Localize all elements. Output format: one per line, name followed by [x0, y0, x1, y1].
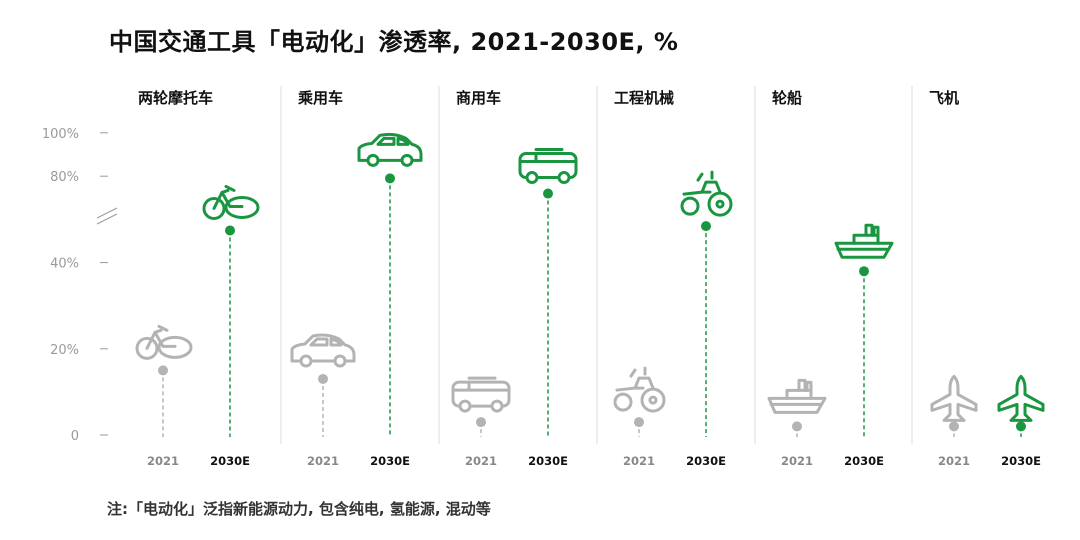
data-point [792, 421, 802, 432]
tractor-icon [680, 170, 733, 217]
x-tick-label: 2021 [147, 454, 179, 468]
category-column: 两轮摩托车 2021 2030E [135, 89, 260, 468]
footnote: 注:「电动化」泛指新能源动力, 包含纯电, 氢能源, 混动等 [107, 500, 491, 518]
data-point [634, 417, 644, 428]
y-tick-label: 80% [50, 170, 79, 185]
y-tick-label: 20% [50, 343, 79, 358]
data-point [476, 417, 486, 428]
x-tick-label: 2030E [844, 454, 884, 468]
data-point [385, 173, 395, 184]
bus-icon [451, 376, 511, 413]
motorcycle-icon [135, 324, 193, 360]
data-point [225, 225, 235, 236]
category-label: 商用车 [456, 89, 501, 107]
chart-title: 中国交通工具「电动化」渗透率, 2021-2030E, % [109, 28, 679, 56]
category-column: 工程机械 2021 2030E [596, 86, 733, 468]
axis-break-line [96, 207, 118, 219]
data-point [318, 373, 328, 384]
ship-icon [767, 378, 827, 414]
ship-icon [834, 223, 894, 259]
category-label: 乘用车 [297, 89, 343, 107]
motorcycle-icon [202, 184, 260, 220]
category-label: 轮船 [772, 89, 802, 107]
category-label: 工程机械 [614, 89, 674, 107]
category-column: 乘用车 2021 2030E [280, 86, 423, 468]
data-point [701, 221, 711, 232]
car-icon [290, 333, 356, 368]
x-tick-label: 2021 [307, 454, 339, 468]
y-tick-label: 100% [42, 127, 79, 142]
x-tick-label: 2021 [781, 454, 813, 468]
bus-icon [518, 148, 578, 185]
x-tick-label: 2021 [623, 454, 655, 468]
data-point [158, 365, 168, 376]
x-tick-label: 2030E [370, 454, 410, 468]
x-tick-label: 2030E [210, 454, 250, 468]
axis-break-mark [96, 207, 118, 225]
category-label: 飞机 [929, 89, 959, 107]
plane-icon [930, 374, 978, 422]
x-tick-label: 2030E [1001, 454, 1041, 468]
y-tick-label: 0 [71, 429, 79, 444]
category-column: 飞机 2021 2030E [911, 86, 1045, 468]
tractor-icon [613, 366, 666, 413]
x-tick-label: 2030E [686, 454, 726, 468]
x-tick-label: 2030E [528, 454, 568, 468]
axis-break-line [96, 213, 118, 225]
category-column: 轮船 2021 2030E [754, 86, 894, 468]
x-tick-label: 2021 [938, 454, 970, 468]
data-point [859, 266, 869, 277]
y-tick-label: 40% [50, 257, 79, 272]
x-tick-label: 2021 [465, 454, 497, 468]
category-label: 两轮摩托车 [138, 89, 213, 107]
data-point [949, 421, 959, 432]
car-icon [357, 132, 423, 167]
category-column: 商用车 2021 2030E [438, 86, 578, 468]
data-point [1016, 421, 1026, 432]
data-point [543, 188, 553, 199]
plane-icon [997, 374, 1045, 422]
